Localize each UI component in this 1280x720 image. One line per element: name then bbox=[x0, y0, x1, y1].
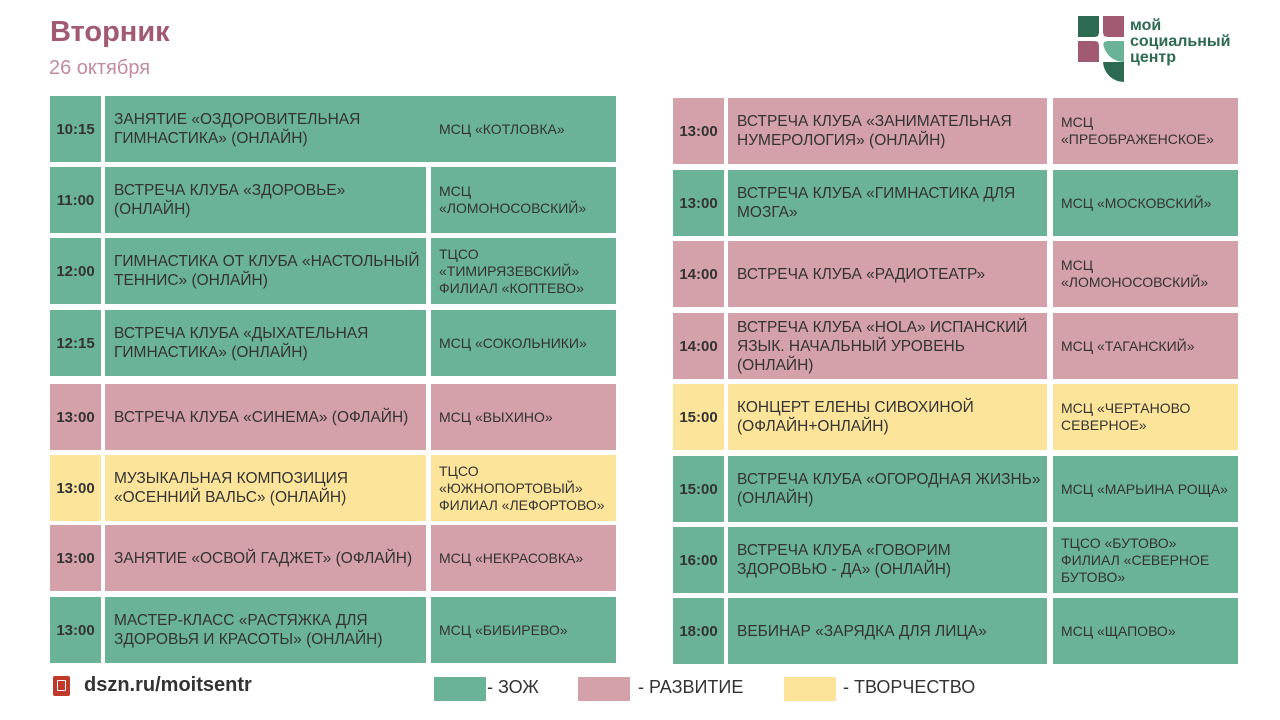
legend-swatch-tvorchestvo bbox=[784, 677, 836, 701]
row-event: ВСТРЕЧА КЛУБА «ОГОРОДНАЯ ЖИЗНЬ» (ОНЛАЙН) bbox=[728, 456, 1047, 522]
row-event: ВСТРЕЧА КЛУБА «ЗДОРОВЬЕ» (ОНЛАЙН) bbox=[105, 167, 426, 233]
row-time: 13:00 bbox=[50, 455, 101, 521]
logo-line-3: центр bbox=[1130, 49, 1177, 66]
row-time: 12:15 bbox=[50, 310, 101, 376]
row-event: ВСТРЕЧА КЛУБА «ЗАНИМАТЕЛЬНАЯ НУМЕРОЛОГИЯ… bbox=[728, 98, 1047, 164]
row-event: ВСТРЕЧА КЛУБА «РАДИОТЕАТР» bbox=[728, 241, 1047, 307]
row-time: 13:00 bbox=[673, 98, 724, 164]
legend-label-tvorchestvo: - ТВОРЧЕСТВО bbox=[843, 677, 976, 697]
page-date: 26 октября bbox=[49, 57, 151, 79]
row-event: МУЗЫКАЛЬНАЯ КОМПОЗИЦИЯ «ОСЕННИЙ ВАЛЬС» (… bbox=[105, 455, 426, 521]
row-venue: МСЦ «БИБИРЕВО» bbox=[431, 597, 616, 663]
row-time: 13:00 bbox=[673, 170, 724, 236]
row-venue: МСЦ «ВЫХИНО» bbox=[431, 384, 616, 450]
row-venue: МСЦ «ЛОМОНОСОВСКИЙ» bbox=[431, 167, 616, 233]
moscow-emblem-icon bbox=[53, 676, 70, 696]
row-time: 14:00 bbox=[673, 241, 724, 307]
row-venue: МСЦ «ЧЕРТАНОВО СЕВЕРНОЕ» bbox=[1053, 384, 1238, 450]
row-venue: МСЦ «ТАГАНСКИЙ» bbox=[1053, 313, 1238, 379]
row-event: ВСТРЕЧА КЛУБА «ГОВОРИМ ЗДОРОВЬЮ - ДА» (О… bbox=[728, 527, 1047, 593]
logo-mark-icon bbox=[1078, 16, 1124, 82]
row-time: 13:00 bbox=[50, 384, 101, 450]
row-venue: МСЦ «ЛОМОНОСОВСКИЙ» bbox=[1053, 241, 1238, 307]
row-event: ЗАНЯТИЕ «ОСВОЙ ГАДЖЕТ» (ОФЛАЙН) bbox=[105, 525, 426, 591]
row-time: 15:00 bbox=[673, 456, 724, 522]
row-venue: МСЦ «МОСКОВСКИЙ» bbox=[1053, 170, 1238, 236]
row-venue: ТЦСО «ЮЖНОПОРТОВЫЙ» ФИЛИАЛ «ЛЕФОРТОВО» bbox=[431, 455, 616, 521]
row-time: 18:00 bbox=[673, 598, 724, 664]
row-event: ВЕБИНАР «ЗАРЯДКА ДЛЯ ЛИЦА» bbox=[728, 598, 1047, 664]
row-event: ВСТРЕЧА КЛУБА «ДЫХАТЕЛЬНАЯ ГИМНАСТИКА» (… bbox=[105, 310, 426, 376]
page-title: Вторник bbox=[50, 16, 170, 48]
logo-line-2: социальный bbox=[1130, 33, 1231, 50]
row-time: 13:00 bbox=[50, 525, 101, 591]
row-venue: ТЦСО «ТИМИРЯЗЕВСКИЙ» ФИЛИАЛ «КОПТЕВО» bbox=[431, 238, 616, 304]
row-time: 12:00 bbox=[50, 238, 101, 304]
row-time: 10:15 bbox=[50, 96, 101, 162]
legend-swatch-zozh bbox=[434, 677, 486, 701]
row-time: 16:00 bbox=[673, 527, 724, 593]
row-venue: МСЦ «КОТЛОВКА» bbox=[431, 96, 616, 162]
row-event: МАСТЕР-КЛАСС «РАСТЯЖКА ДЛЯ ЗДОРОВЬЯ И КР… bbox=[105, 597, 426, 663]
logo-line-1: мой bbox=[1130, 17, 1162, 34]
row-time: 13:00 bbox=[50, 597, 101, 663]
legend-label-razvitie: - РАЗВИТИЕ bbox=[638, 677, 744, 697]
row-event: ВСТРЕЧА КЛУБА «ГИМНАСТИКА ДЛЯ МОЗГА» bbox=[728, 170, 1047, 236]
row-venue: МСЦ «МАРЬИНА РОЩА» bbox=[1053, 456, 1238, 522]
row-event: ЗАНЯТИЕ «ОЗДОРОВИТЕЛЬНАЯ ГИМНАСТИКА» (ОН… bbox=[105, 96, 476, 162]
row-time: 11:00 bbox=[50, 167, 101, 233]
logo-text: мой социальный центр bbox=[1130, 18, 1230, 66]
legend-swatch-razvitie bbox=[578, 677, 630, 701]
row-venue: МСЦ «СОКОЛЬНИКИ» bbox=[431, 310, 616, 376]
row-venue: МСЦ «ЩАПОВО» bbox=[1053, 598, 1238, 664]
moi-socialny-centr-logo: мой социальный центр bbox=[1078, 16, 1248, 84]
row-time: 15:00 bbox=[673, 384, 724, 450]
row-event: ВСТРЕЧА КЛУБА «HOLA» ИСПАНСКИЙ ЯЗЫК. НАЧ… bbox=[728, 313, 1047, 379]
legend-label-zozh: - ЗОЖ bbox=[487, 677, 539, 697]
footer-url: dszn.ru/moitsentr bbox=[84, 674, 252, 696]
row-venue: ТЦСО «БУТОВО» ФИЛИАЛ «СЕВЕРНОЕ БУТОВО» bbox=[1053, 527, 1238, 593]
row-time: 14:00 bbox=[673, 313, 724, 379]
row-event: ВСТРЕЧА КЛУБА «СИНЕМА» (ОФЛАЙН) bbox=[105, 384, 426, 450]
row-venue: МСЦ «ПРЕОБРАЖЕНСКОЕ» bbox=[1053, 98, 1238, 164]
row-event: ГИМНАСТИКА ОТ КЛУБА «НАСТОЛЬНЫЙ ТЕННИС» … bbox=[105, 238, 426, 304]
row-venue: МСЦ «НЕКРАСОВКА» bbox=[431, 525, 616, 591]
row-event: КОНЦЕРТ ЕЛЕНЫ СИВОХИНОЙ (ОФЛАЙН+ОНЛАЙН) bbox=[728, 384, 1047, 450]
